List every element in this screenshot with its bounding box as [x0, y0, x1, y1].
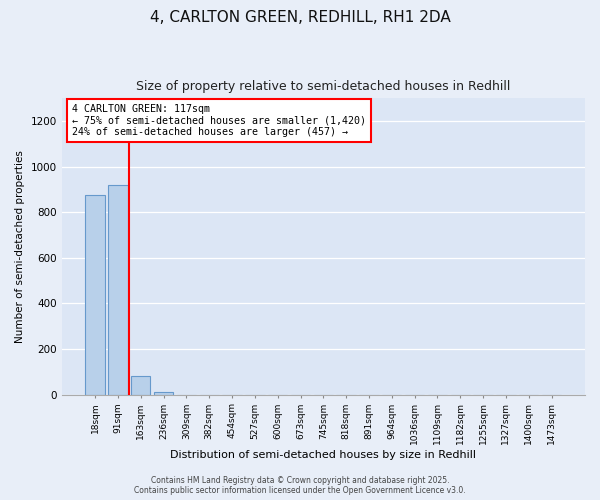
X-axis label: Distribution of semi-detached houses by size in Redhill: Distribution of semi-detached houses by …	[170, 450, 476, 460]
Title: Size of property relative to semi-detached houses in Redhill: Size of property relative to semi-detach…	[136, 80, 511, 93]
Text: Contains HM Land Registry data © Crown copyright and database right 2025.
Contai: Contains HM Land Registry data © Crown c…	[134, 476, 466, 495]
Bar	[108, 185, 128, 394]
Bar	[154, 392, 173, 394]
Bar	[85, 195, 105, 394]
Text: 4 CARLTON GREEN: 117sqm
← 75% of semi-detached houses are smaller (1,420)
24% of: 4 CARLTON GREEN: 117sqm ← 75% of semi-de…	[72, 104, 366, 138]
Text: 4, CARLTON GREEN, REDHILL, RH1 2DA: 4, CARLTON GREEN, REDHILL, RH1 2DA	[149, 10, 451, 25]
Y-axis label: Number of semi-detached properties: Number of semi-detached properties	[15, 150, 25, 343]
Bar	[131, 376, 151, 394]
